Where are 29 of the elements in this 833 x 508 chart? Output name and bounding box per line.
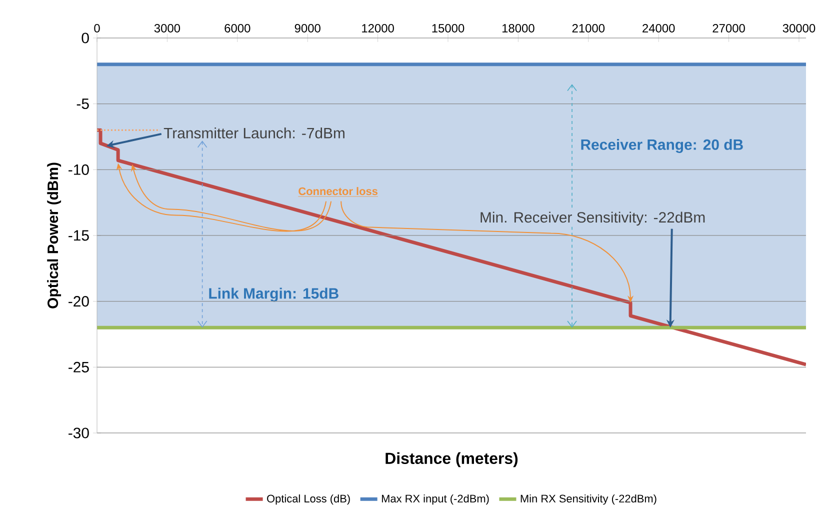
annotation: Transmitter Launch: -7dBm bbox=[164, 127, 344, 138]
y-tick-label: 0 bbox=[82, 32, 89, 44]
y-tick-label: -30 bbox=[68, 428, 89, 438]
x-tick-label: 9000 bbox=[294, 24, 320, 32]
legend-label: Max RX input (-2dBm) bbox=[382, 494, 489, 505]
y-tick-label: -25 bbox=[68, 362, 89, 372]
x-tick-label: 3000 bbox=[154, 24, 180, 32]
x-tick-label: 18000 bbox=[502, 24, 534, 32]
x-tick-label: 27000 bbox=[712, 24, 745, 32]
x-tick-label: 24000 bbox=[642, 24, 675, 32]
x-axis-title: Distance (meters) bbox=[386, 452, 518, 468]
annotation: Link Margin: 15dB bbox=[209, 288, 338, 302]
line-series bbox=[97, 128, 806, 366]
x-tick-label: 0 bbox=[94, 24, 100, 32]
annotation: Connector loss bbox=[298, 187, 378, 196]
y-tick-label: -20 bbox=[68, 296, 89, 307]
legend-label: Optical Loss (dB) bbox=[267, 494, 350, 505]
x-tick-label: 15000 bbox=[432, 24, 464, 32]
x-tick-label: 30000 bbox=[782, 24, 816, 32]
y-tick-label: -15 bbox=[68, 230, 89, 241]
annotation: Min. Receiver Sensitivity: -22dBm bbox=[480, 212, 705, 226]
y-axis-title: Optical Power (dBm) bbox=[47, 162, 62, 308]
annotation: Receiver Range: 20 dB bbox=[581, 138, 743, 153]
x-tick-label: 6000 bbox=[224, 24, 250, 32]
x-tick-label: 21000 bbox=[572, 24, 605, 32]
x-tick-label: 12000 bbox=[362, 24, 394, 32]
y-tick-label: -5 bbox=[76, 98, 89, 110]
legend-label: Min RX Sensitivity (-22dBm) bbox=[520, 494, 656, 505]
y-tick-label: -10 bbox=[68, 164, 89, 175]
